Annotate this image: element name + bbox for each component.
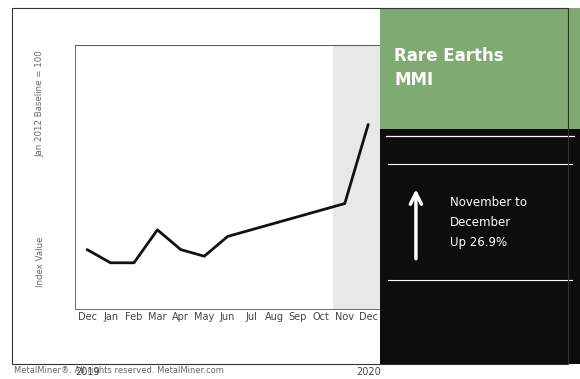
Text: 2020: 2020 bbox=[356, 367, 380, 377]
Text: Rare Earths
MMI: Rare Earths MMI bbox=[394, 47, 504, 89]
Text: MetalMiner®. All rights reserved. MetalMiner.com: MetalMiner®. All rights reserved. MetalM… bbox=[14, 366, 224, 375]
Text: November to
December
Up 26.9%: November to December Up 26.9% bbox=[450, 196, 527, 249]
Text: Jan 2012 Baseline = 100: Jan 2012 Baseline = 100 bbox=[36, 50, 45, 157]
Bar bbox=[333, 45, 380, 309]
Text: Index Value: Index Value bbox=[36, 236, 45, 287]
Text: 2019: 2019 bbox=[75, 367, 99, 377]
